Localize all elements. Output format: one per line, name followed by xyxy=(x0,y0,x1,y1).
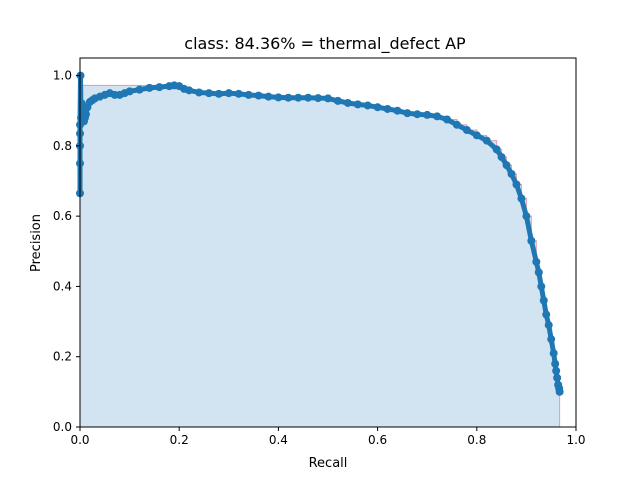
plot-area xyxy=(76,71,564,428)
pr-point xyxy=(423,110,432,119)
pr-point xyxy=(552,366,561,375)
pr-point xyxy=(539,296,548,305)
y-tick-label: 0.4 xyxy=(53,279,72,293)
pr-point xyxy=(534,268,543,277)
pr-point xyxy=(373,103,382,112)
pr-point xyxy=(507,169,516,178)
pr-point xyxy=(502,161,511,170)
pr-point xyxy=(254,91,263,100)
pr-point xyxy=(547,335,556,344)
pr-point xyxy=(81,110,90,119)
pr-point xyxy=(393,106,402,115)
x-tick-label: 1.0 xyxy=(566,433,585,447)
pr-point xyxy=(472,131,481,140)
x-axis: 0.0 0.2 0.4 0.6 0.8 1.0 xyxy=(70,427,586,447)
pr-point xyxy=(145,83,154,92)
pr-point xyxy=(551,359,560,368)
chart-title: class: 84.36% = thermal_defect AP xyxy=(184,34,466,54)
pr-point xyxy=(224,89,233,98)
pr-point xyxy=(135,85,144,94)
y-tick-label: 0.8 xyxy=(53,139,72,153)
x-axis-label: Recall xyxy=(309,456,348,471)
pr-point xyxy=(492,145,501,154)
pr-point xyxy=(333,96,342,105)
pr-point xyxy=(125,87,134,96)
pr-point xyxy=(304,93,313,102)
pr-point xyxy=(527,236,536,245)
pr-point xyxy=(544,321,553,330)
plot-frame xyxy=(79,57,577,428)
pr-point xyxy=(185,86,194,95)
pr-point xyxy=(264,92,273,101)
pr-point xyxy=(512,180,521,189)
pr-point xyxy=(537,282,546,291)
pr-point xyxy=(353,100,362,109)
pr-point xyxy=(403,109,412,118)
pr-point xyxy=(462,126,471,135)
pr-point xyxy=(497,153,506,162)
x-tick-label: 0.0 xyxy=(70,433,89,447)
y-axis-label: Precision xyxy=(29,214,44,272)
x-tick-label: 0.2 xyxy=(170,433,189,447)
x-tick-label: 0.8 xyxy=(467,433,486,447)
pr-point xyxy=(517,194,526,203)
pr-point xyxy=(433,112,442,121)
pr-point xyxy=(155,83,164,92)
pr-point xyxy=(553,373,562,382)
precision-area-fill xyxy=(80,75,560,428)
pr-point xyxy=(294,93,303,102)
pr-point xyxy=(195,88,204,97)
pr-point xyxy=(234,89,243,98)
pr-point xyxy=(555,387,564,396)
pr-point xyxy=(284,93,293,102)
y-axis: 0.0 0.2 0.4 0.6 0.8 1.0 xyxy=(53,69,80,434)
y-tick-label: 0.6 xyxy=(53,209,72,223)
pr-point xyxy=(522,212,531,221)
pr-point xyxy=(443,115,452,124)
y-tick-label: 1.0 xyxy=(53,69,72,83)
pr-point xyxy=(549,349,558,358)
pr-point xyxy=(383,104,392,113)
pr-point xyxy=(363,101,372,110)
pr-point xyxy=(542,310,551,319)
pr-point xyxy=(482,136,491,145)
x-tick-label: 0.6 xyxy=(368,433,387,447)
pr-point xyxy=(314,94,323,103)
pr-point xyxy=(413,110,422,119)
pr-point xyxy=(204,89,213,98)
pr-point xyxy=(343,98,352,107)
x-tick-label: 0.4 xyxy=(269,433,288,447)
y-tick-label: 0.2 xyxy=(53,350,72,364)
pr-point xyxy=(274,93,283,102)
pr-point xyxy=(452,120,461,129)
pr-point xyxy=(532,257,541,266)
pr-point xyxy=(214,89,223,98)
y-tick-label: 0.0 xyxy=(53,420,72,434)
pr-point xyxy=(324,94,332,103)
pr-point xyxy=(244,90,253,99)
